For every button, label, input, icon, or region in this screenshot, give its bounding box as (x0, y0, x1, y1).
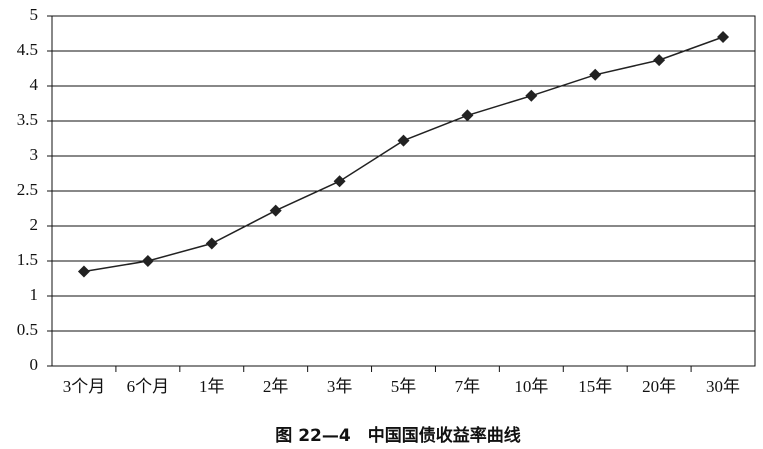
series-line (83, 36, 724, 273)
point-marker (333, 175, 346, 188)
y-tick-label: 0.5 (17, 320, 38, 339)
point-marker (525, 89, 538, 102)
point-marker (589, 68, 602, 81)
x-tick-label: 6个月 (127, 377, 170, 396)
point-marker (77, 265, 90, 278)
x-tick-label: 3年 (327, 377, 353, 396)
y-tick-label: 4.5 (17, 40, 38, 59)
x-tick-label: 3个月 (63, 377, 106, 396)
y-tick-label: 2 (30, 215, 39, 234)
x-tick-label: 5年 (391, 377, 417, 396)
y-tick-label: 4 (30, 75, 39, 94)
y-tick-label: 0 (30, 355, 39, 374)
y-tick-label: 1 (30, 285, 39, 304)
point-marker (653, 54, 666, 67)
y-tick-label: 5 (30, 5, 39, 24)
point-marker (141, 255, 154, 267)
point-marker (717, 31, 730, 43)
x-tick-label: 20年 (642, 377, 676, 396)
x-tick-label: 1年 (199, 377, 225, 396)
point-marker (269, 204, 282, 217)
x-tick-label: 10年 (514, 377, 548, 396)
x-tick-label: 15年 (578, 377, 612, 396)
point-marker (397, 134, 410, 147)
y-tick-label: 3 (30, 145, 39, 164)
x-tick-label: 7年 (455, 377, 481, 396)
y-tick-label: 2.5 (17, 180, 38, 199)
y-tick-label: 1.5 (17, 250, 38, 269)
y-tick-label: 3.5 (17, 110, 38, 129)
x-tick-label: 2年 (263, 377, 289, 396)
chart-title: 图 22—4 中国国债收益率曲线 (275, 425, 520, 446)
point-marker (205, 237, 218, 250)
point-marker (461, 109, 474, 122)
x-tick-label: 30年 (706, 377, 740, 396)
